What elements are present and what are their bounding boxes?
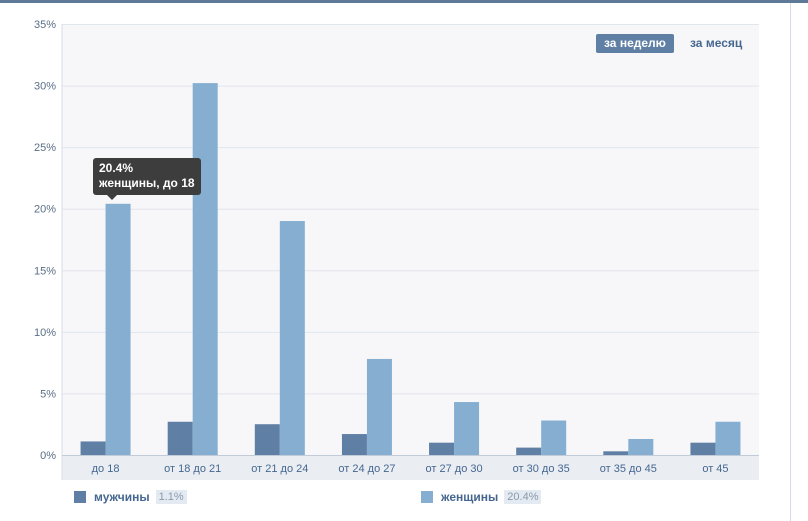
x-tick-label: от 35 до 45 [600, 463, 657, 475]
x-tick-label: от 18 до 21 [164, 463, 221, 475]
legend-value-men: 1.1% [155, 490, 187, 504]
bar-women[interactable] [541, 420, 567, 455]
legend-label-men: мужчины [94, 490, 150, 504]
bar-women[interactable] [366, 358, 392, 455]
x-tick-label: от 27 до 30 [426, 463, 483, 475]
bar-men[interactable] [341, 434, 367, 455]
bar-women[interactable] [715, 421, 741, 455]
bar-men[interactable] [429, 442, 455, 455]
legend-item-women[interactable]: женщины 20.4% [421, 488, 542, 506]
legend-item-men[interactable]: мужчины 1.1% [74, 488, 187, 506]
period-month-button[interactable]: за месяц [690, 36, 743, 50]
y-tick-label: 0% [40, 450, 56, 462]
bar-women[interactable] [454, 402, 480, 455]
tooltip-value: 20.4% [99, 161, 134, 175]
period-week-button[interactable]: за неделю [596, 34, 674, 53]
y-tick-label: 10% [34, 327, 56, 339]
y-tick-label: 30% [34, 81, 56, 93]
legend-label-women: женщины [441, 490, 499, 504]
bar-women[interactable] [105, 203, 131, 455]
y-tick-label: 25% [34, 142, 56, 154]
bar-men[interactable] [690, 442, 716, 455]
bar-tooltip: 20.4% женщины, до 18 [93, 158, 201, 200]
x-tick-label: до 18 [92, 463, 120, 475]
x-tick-label: от 21 до 24 [251, 463, 308, 475]
x-tick-label: от 45 [702, 463, 728, 475]
bar-women[interactable] [279, 221, 305, 455]
legend-value-women: 20.4% [504, 490, 542, 504]
y-tick-label: 20% [34, 204, 56, 216]
tooltip-label: женщины, до 18 [99, 176, 195, 190]
legend-swatch-women [421, 491, 433, 503]
x-tick-label: от 30 до 35 [513, 463, 570, 475]
bar-men[interactable] [167, 421, 193, 455]
y-tick-label: 5% [40, 388, 56, 400]
right-divider [790, 3, 791, 521]
bar-men[interactable] [603, 451, 629, 455]
legend-swatch-men [74, 491, 86, 503]
top-border [0, 0, 808, 3]
y-tick-label: 35% [34, 19, 56, 31]
bar-women[interactable] [192, 83, 218, 455]
bar-men[interactable] [80, 441, 106, 455]
bar-men[interactable] [254, 424, 280, 455]
plot-area [62, 24, 759, 455]
y-tick-label: 15% [34, 265, 56, 277]
x-axis-band [62, 455, 759, 480]
bar-women[interactable] [628, 438, 654, 455]
bar-men[interactable] [516, 447, 542, 455]
x-tick-label: от 24 до 27 [338, 463, 395, 475]
